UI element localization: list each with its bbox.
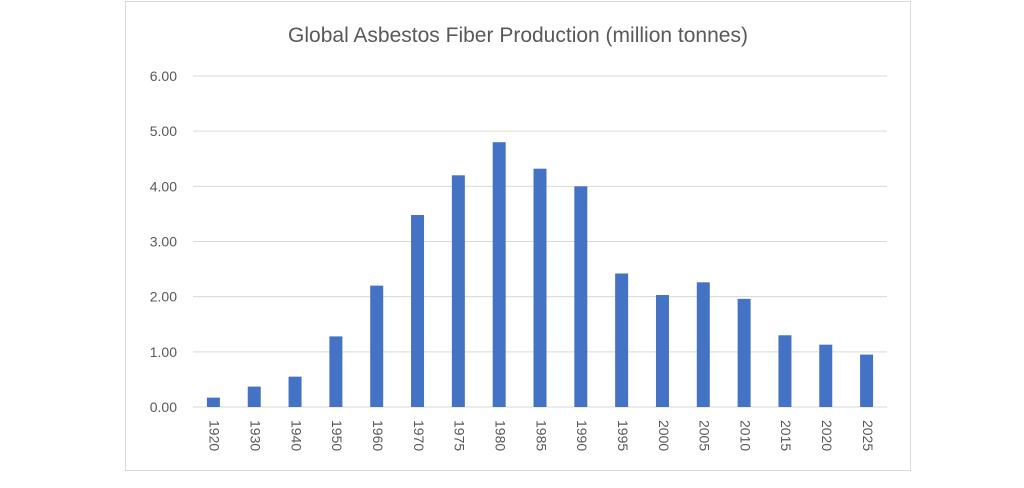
bar-2020 [819,344,833,407]
bar-1960 [370,285,384,407]
x-tick-label: 1940 [288,420,304,451]
y-tick-label: 2.00 [150,289,177,305]
x-tick-label: 2000 [656,420,672,451]
x-tick-label: 1980 [492,420,508,451]
x-tick-label: 1950 [329,420,345,451]
x-tick-label: 1995 [615,420,631,451]
x-tick-label: 2025 [860,420,876,451]
bar-1980 [492,142,506,407]
bar-1975 [451,175,465,407]
y-tick-label: 6.00 [150,68,177,84]
x-tick-label: 1985 [533,420,549,451]
bar-2015 [778,335,792,407]
x-tick-label: 1930 [248,420,264,451]
bar-1990 [574,186,588,407]
x-tick-label: 2005 [697,420,713,451]
x-tick-label: 1970 [411,420,427,451]
bar-1985 [533,168,547,407]
bar-1930 [247,386,261,407]
x-tick-label: 1975 [452,420,468,451]
bar-2010 [737,298,751,407]
bar-1920 [206,397,220,407]
y-tick-label: 1.00 [150,344,177,360]
x-tick-label: 2020 [819,420,835,451]
y-tick-label: 0.00 [150,399,177,415]
chart-title: Global Asbestos Fiber Production (millio… [288,24,748,47]
bar-2000 [655,295,669,407]
x-tick-label: 2010 [737,420,753,451]
x-tick-label: 1920 [207,420,223,451]
x-axis: 1920 1930 1940 1950 1960 1970 1975 1980 1985 1990… [207,420,876,451]
x-tick-label: 1960 [370,420,386,451]
x-tick-label: 1990 [574,420,590,451]
y-tick-label: 3.00 [150,234,177,250]
bar-2025 [860,354,874,407]
y-axis: 0.00 1.00 2.00 3.00 4.00 5.00 6.00 [150,68,177,415]
bar-1995 [615,273,629,407]
y-tick-label: 4.00 [150,178,177,194]
bar-1950 [329,336,343,407]
y-tick-label: 5.00 [150,123,177,139]
bars [206,142,874,407]
bar-1970 [411,215,425,407]
x-tick-label: 2015 [778,420,794,451]
bar-2005 [696,282,710,407]
bar-1940 [288,376,302,407]
